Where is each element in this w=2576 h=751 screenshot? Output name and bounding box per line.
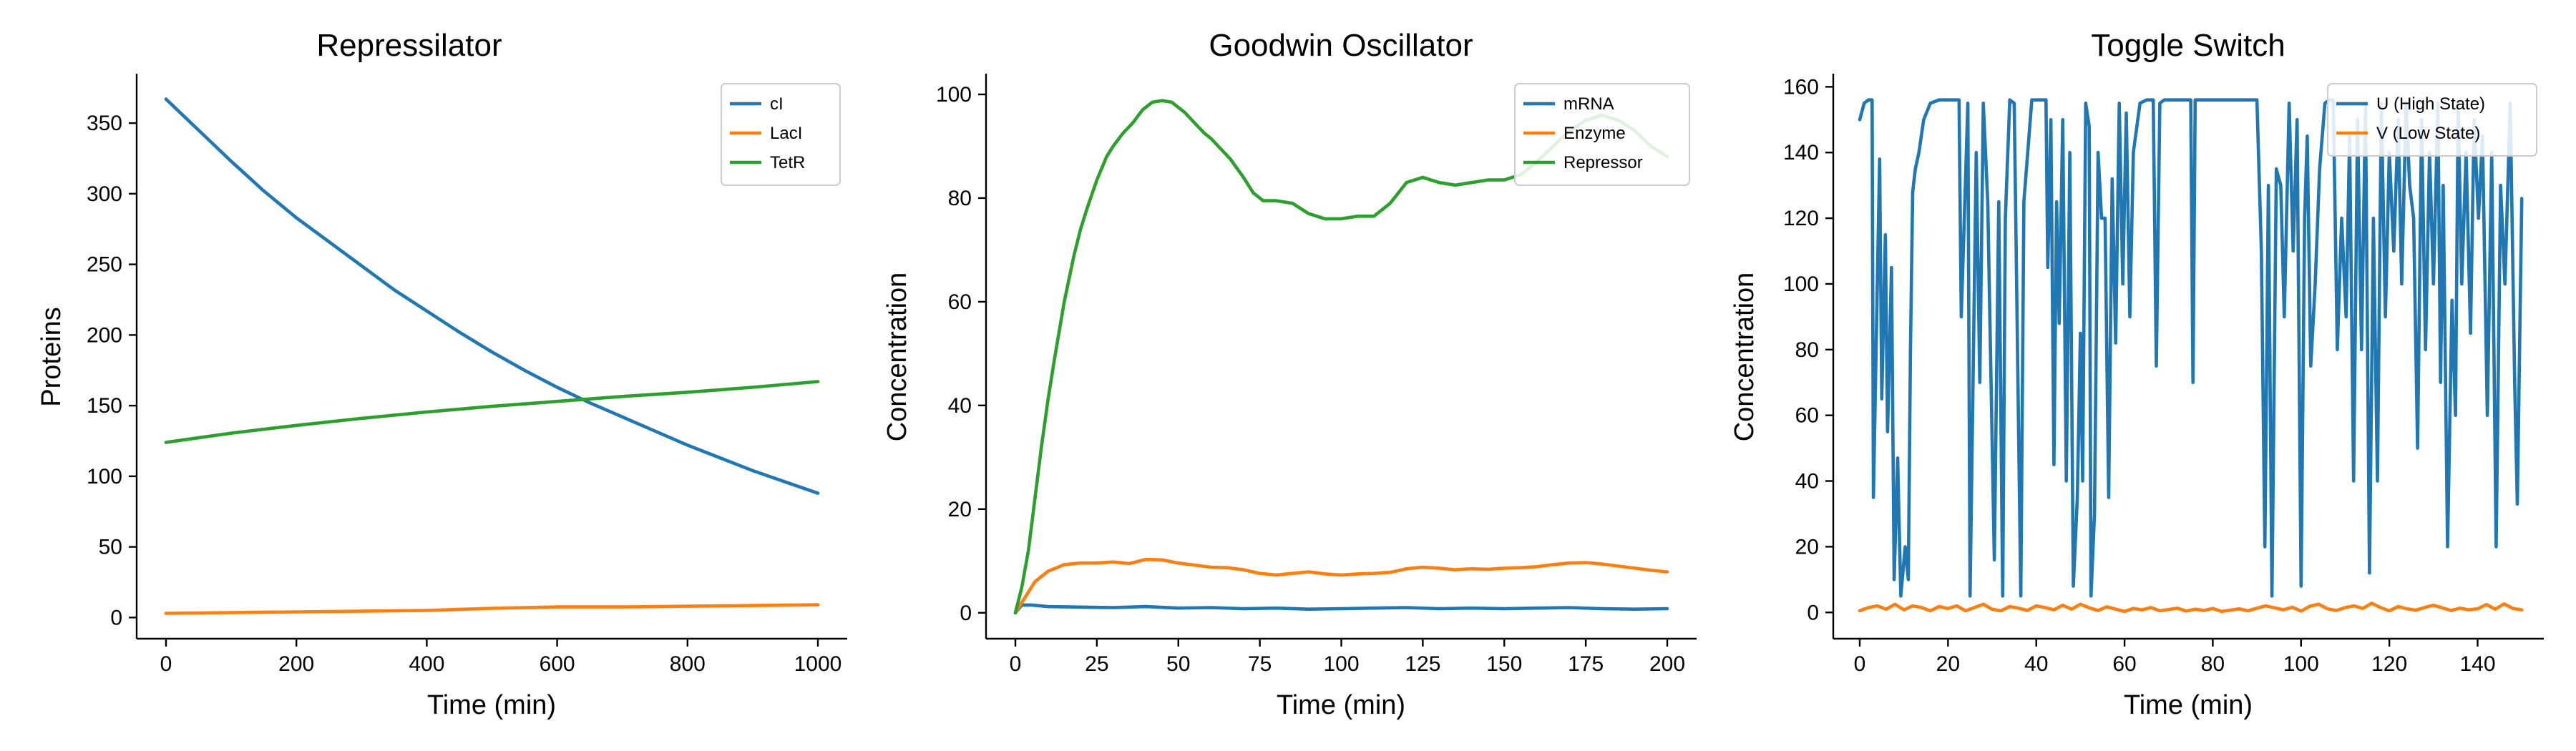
y-tick-label: 250	[87, 253, 122, 277]
y-axis-label: Proteins	[36, 307, 67, 406]
y-ticks: 0 20 40 60 80 100 120 140 160	[1783, 75, 1833, 624]
x-tick-label: 0	[1010, 652, 1022, 676]
series-line-tetr	[164, 380, 820, 444]
y-tick-label: 100	[1783, 273, 1819, 296]
x-axis-label: Time (min)	[1277, 690, 1405, 720]
chart-panel-toggle-switch: Toggle Switch Concentration Time (min) 0…	[1729, 28, 2544, 720]
series-line-enzyme	[1013, 557, 1669, 615]
y-tick-label: 80	[948, 187, 972, 210]
y-axis-label: Concentration	[882, 273, 912, 442]
series-line-ci	[164, 97, 820, 495]
x-tick-label: 80	[2201, 652, 2225, 676]
series-line-v-low-state	[1858, 602, 2524, 614]
legend-label-LacI: LacI	[770, 124, 802, 143]
x-ticks: 0 25 50 75 100 125 150 175 200	[1010, 639, 1685, 676]
x-tick-label: 60	[2112, 652, 2136, 676]
legend-label-u-high-state: U (High State)	[2376, 94, 2485, 114]
chart-title: Goodwin Oscillator	[1209, 28, 1473, 63]
x-axis-label: Time (min)	[2124, 690, 2253, 720]
y-tick-label: 40	[948, 394, 972, 418]
x-tick-label: 140	[2459, 652, 2495, 676]
y-ticks: 0 50 100 150 200 250 300 350	[87, 112, 137, 629]
legend-box	[721, 83, 841, 186]
chart-title: Repressilator	[316, 28, 502, 63]
x-tick-label: 600	[540, 652, 575, 676]
y-tick-label: 200	[87, 323, 122, 347]
y-tick-label: 140	[1783, 141, 1819, 165]
plot-lines	[164, 97, 820, 615]
x-tick-label: 40	[2024, 652, 2048, 676]
series-line-u-high-state	[1858, 98, 2524, 598]
x-tick-label: 20	[1936, 652, 1960, 676]
series-line-mrna	[1013, 603, 1669, 615]
y-axis-label: Concentration	[1729, 273, 1760, 442]
legend-box	[2327, 83, 2537, 157]
legend: cI LacI TetR	[721, 83, 841, 186]
x-tick-label: 120	[2371, 652, 2407, 676]
x-tick-label: 175	[1568, 652, 1604, 676]
plot-lines	[1858, 98, 2524, 614]
y-tick-label: 120	[1783, 207, 1819, 230]
chart-panel-repressilator: Repressilator Proteins Time (min) 0 200 40…	[36, 28, 847, 720]
legend-label-mRNA: mRNA	[1563, 94, 1614, 114]
x-ticks: 0 200 400 600 800 1000	[160, 639, 842, 676]
x-tick-label: 75	[1248, 652, 1272, 676]
x-tick-label: 100	[2283, 652, 2319, 676]
x-tick-label: 150	[1486, 652, 1522, 676]
y-tick-label: 160	[1783, 75, 1819, 99]
y-tick-label: 20	[948, 498, 972, 521]
y-tick-label: 300	[87, 182, 122, 206]
y-tick-label: 60	[948, 290, 972, 314]
x-tick-label: 25	[1085, 652, 1108, 676]
y-tick-label: 20	[1795, 535, 1819, 559]
y-tick-label: 350	[87, 112, 122, 135]
x-tick-label: 0	[1854, 652, 1866, 676]
y-tick-label: 60	[1795, 404, 1819, 428]
y-tick-label: 50	[99, 536, 122, 559]
y-tick-label: 100	[87, 465, 122, 489]
y-tick-label: 0	[110, 606, 122, 629]
y-tick-label: 40	[1795, 470, 1819, 494]
x-axis-label: Time (min)	[427, 690, 556, 720]
legend-label-v-low-state: V (Low State)	[2376, 124, 2480, 143]
y-tick-label: 0	[960, 602, 972, 625]
y-tick-label: 150	[87, 394, 122, 418]
x-tick-label: 800	[670, 652, 706, 676]
x-tick-label: 50	[1166, 652, 1190, 676]
chart-title: Toggle Switch	[2091, 28, 2285, 63]
y-tick-label: 80	[1795, 338, 1819, 362]
legend-box	[1514, 83, 1690, 186]
legend-label-Repressor: Repressor	[1563, 153, 1643, 172]
legend-label-cI: cI	[770, 94, 784, 114]
x-tick-label: 400	[409, 652, 444, 676]
legend-label-Enzyme: Enzyme	[1563, 124, 1626, 143]
x-tick-label: 100	[1323, 652, 1359, 676]
y-ticks: 0 20 40 60 80 100	[936, 83, 986, 625]
legend-label-TetR: TetR	[770, 153, 805, 172]
chart-panel-goodwin-oscillator: Goodwin Oscillator Concentration Time (m…	[882, 28, 1697, 720]
series-line-laci	[164, 603, 820, 615]
legend: mRNA Enzyme Repressor	[1514, 83, 1690, 186]
x-ticks: 0 20 40 60 80 100 120 140	[1854, 639, 2496, 676]
y-tick-label: 100	[936, 83, 972, 107]
legend: U (High State) V (Low State)	[2327, 83, 2537, 157]
x-tick-label: 200	[1649, 652, 1685, 676]
x-tick-label: 125	[1405, 652, 1440, 676]
x-tick-label: 200	[278, 652, 314, 676]
x-tick-label: 0	[160, 652, 172, 676]
y-tick-label: 0	[1807, 601, 1819, 624]
x-tick-label: 1000	[794, 652, 842, 676]
